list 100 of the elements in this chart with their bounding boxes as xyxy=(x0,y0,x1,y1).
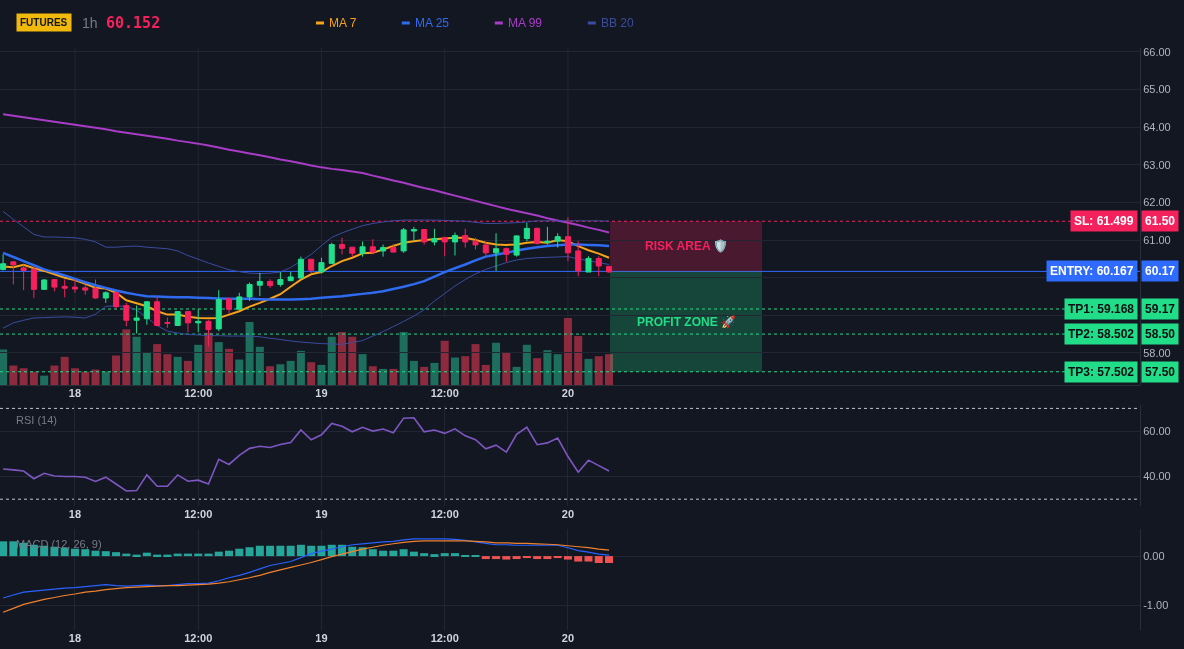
line-series xyxy=(2,210,610,275)
y-tick-label: -1.00 xyxy=(1143,599,1169,612)
text: 58.50 xyxy=(1145,327,1176,341)
candlestick xyxy=(102,290,109,304)
x-tick-label: 18 xyxy=(68,508,82,520)
x-tick-label: 12:00 xyxy=(430,632,459,644)
text: PROFIT ZONE 🚀 xyxy=(637,315,736,329)
bar xyxy=(307,362,316,385)
candlestick xyxy=(338,237,346,255)
bar xyxy=(492,342,501,385)
bar xyxy=(214,342,223,385)
y-tick-label: 64.00 xyxy=(1143,120,1171,133)
bar xyxy=(379,550,388,557)
candlestick xyxy=(513,235,520,258)
bar xyxy=(337,332,347,385)
line-series xyxy=(1,243,611,301)
bar xyxy=(481,364,490,385)
candlestick xyxy=(308,258,315,275)
candlestick xyxy=(184,310,191,333)
bar xyxy=(563,318,572,385)
bar xyxy=(91,550,100,557)
ref-line-label: TP1: 59.168 xyxy=(1068,302,1135,316)
bar xyxy=(132,336,141,385)
candlestick xyxy=(421,228,428,246)
candlestick xyxy=(297,256,304,279)
candlestick xyxy=(0,253,7,272)
bar xyxy=(296,350,305,385)
bar xyxy=(594,556,603,563)
bar xyxy=(512,556,521,560)
candlestick xyxy=(380,244,387,258)
ref-line-label: TP3: 57.502 xyxy=(1068,365,1135,379)
bar xyxy=(60,356,69,385)
bar xyxy=(481,556,490,560)
bar xyxy=(255,346,264,385)
bar xyxy=(235,548,244,557)
candlestick xyxy=(267,278,274,289)
text: MA 25 xyxy=(415,16,450,30)
bar xyxy=(101,371,110,385)
bar xyxy=(584,556,593,562)
bar xyxy=(522,556,531,559)
candlestick xyxy=(41,278,48,290)
candlestick xyxy=(82,283,89,296)
candlestick xyxy=(92,279,99,300)
candlestick xyxy=(71,279,78,294)
y-tick-label: 61.00 xyxy=(1143,233,1171,246)
candlestick xyxy=(410,226,417,242)
candlestick xyxy=(277,271,284,288)
y-tick-label: 63.00 xyxy=(1143,158,1171,171)
bar xyxy=(112,355,121,385)
bar xyxy=(522,344,531,385)
bar xyxy=(605,354,614,385)
bar xyxy=(553,556,562,559)
candlestick xyxy=(61,279,68,298)
candlestick xyxy=(287,271,294,282)
candlestick xyxy=(328,242,335,264)
candlestick xyxy=(493,232,500,272)
bar xyxy=(471,344,480,385)
bar xyxy=(173,356,182,385)
bar xyxy=(533,358,542,385)
bar xyxy=(50,365,59,385)
bar xyxy=(379,368,388,385)
candlestick xyxy=(390,243,397,254)
bar xyxy=(153,344,162,385)
chart-subtitle: 1h xyxy=(82,15,98,31)
bar xyxy=(286,360,295,385)
candlestick xyxy=(441,236,448,257)
candlestick xyxy=(154,296,161,327)
text: MA 99 xyxy=(508,16,543,30)
bar xyxy=(399,549,408,557)
bar xyxy=(29,371,38,385)
bar xyxy=(389,368,398,385)
bar xyxy=(533,556,542,560)
bar xyxy=(296,544,305,557)
bar xyxy=(348,336,357,385)
bar xyxy=(317,364,326,385)
x-tick-label: 20 xyxy=(561,387,575,399)
y-tick-label: 62.00 xyxy=(1143,196,1171,209)
y-tick-label: 65.00 xyxy=(1143,83,1171,96)
bar xyxy=(461,356,470,385)
ref-line-label: TP2: 58.502 xyxy=(1068,327,1135,341)
bar xyxy=(266,545,275,557)
bar xyxy=(594,356,603,385)
bar xyxy=(276,545,285,557)
bar xyxy=(563,556,572,560)
x-tick-label: 20 xyxy=(561,632,575,644)
bar xyxy=(0,541,8,557)
bar xyxy=(225,348,234,385)
bar xyxy=(358,354,367,385)
bar xyxy=(101,551,110,557)
y-tick-label: 60.00 xyxy=(1143,424,1171,437)
candlestick xyxy=(318,257,325,275)
bar xyxy=(327,336,336,385)
bar xyxy=(440,553,449,557)
bar xyxy=(574,556,583,562)
x-tick-label: 12:00 xyxy=(184,387,213,399)
candlestick xyxy=(226,297,233,314)
x-tick-label: 12:00 xyxy=(430,387,459,399)
candlestick xyxy=(595,255,602,277)
bar xyxy=(502,352,511,385)
text: 59.17 xyxy=(1145,302,1176,316)
